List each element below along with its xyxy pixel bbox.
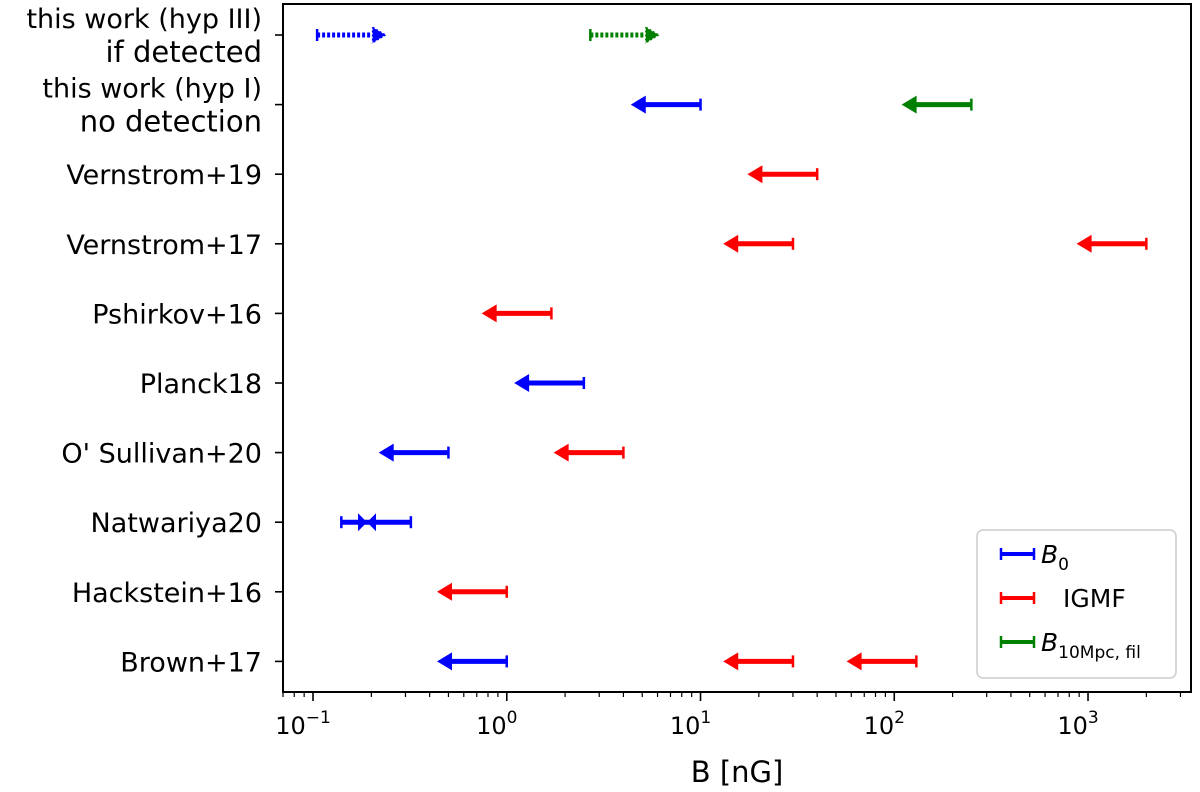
- legend-label: B10Mpc, fil: [1041, 628, 1141, 663]
- legend-item: B0: [999, 540, 1069, 575]
- lower-limit-arrowhead: [371, 24, 389, 46]
- legend-label: IGMF: [1063, 584, 1126, 613]
- errorbar-mark: [846, 652, 918, 671]
- y-category-sublabel: no detection: [80, 105, 262, 139]
- errorbar-mark: [589, 24, 662, 46]
- errorbar-mark: [378, 443, 450, 462]
- errorbar-mark: [437, 652, 509, 671]
- errorbar-mark: [901, 95, 973, 114]
- errorbar-mark: [481, 304, 553, 323]
- y-category-label: Planck18: [140, 369, 262, 400]
- errorbar-mark: [747, 165, 819, 184]
- upper-limit-arrowhead: [1076, 234, 1092, 253]
- errorbar-mark: [630, 95, 702, 114]
- x-tick-label: 102: [864, 708, 905, 740]
- errorbar-mark: [723, 234, 795, 253]
- errorbar-mark: [340, 513, 413, 532]
- y-category-label: O' Sullivan+20: [61, 439, 262, 470]
- errorbar-mark: [315, 24, 389, 46]
- errorbar-mark: [553, 443, 625, 462]
- upper-limit-arrowhead: [747, 165, 763, 184]
- errorbar-mark: [437, 582, 509, 601]
- x-tick-label: 10−1: [275, 708, 331, 740]
- y-category-label: Hackstein+16: [72, 578, 262, 609]
- y-category-label: Pshirkov+16: [92, 299, 262, 330]
- errorbar-mark: [1076, 234, 1148, 253]
- lower-limit-arrowhead: [644, 24, 662, 46]
- legend-item: B10Mpc, fil: [999, 628, 1141, 663]
- x-tick-label: 100: [476, 708, 517, 740]
- upper-limit-arrowhead: [630, 95, 646, 114]
- upper-limit-arrowhead: [846, 652, 862, 671]
- upper-limit-arrowhead: [514, 374, 530, 392]
- legend-label: B0: [1041, 540, 1069, 575]
- y-category-label: this work (hyp III): [26, 4, 262, 35]
- x-axis-title: B [nG]: [691, 755, 784, 789]
- x-tick-label: 101: [670, 708, 711, 740]
- y-category-label: Vernstrom+19: [66, 160, 262, 191]
- x-tick-label: 103: [1057, 708, 1098, 740]
- errorbar-mark: [723, 652, 795, 671]
- upper-limit-arrowhead: [723, 234, 739, 253]
- legend-item: IGMF: [999, 584, 1126, 613]
- y-category-label: this work (hyp I): [42, 74, 262, 105]
- errorbar-mark: [514, 374, 586, 392]
- upper-limit-arrowhead: [481, 304, 497, 323]
- y-category-label: Brown+17: [120, 647, 262, 678]
- upper-limit-arrowhead: [723, 652, 739, 671]
- plot-frame: [282, 3, 1192, 693]
- upper-limit-arrowhead: [437, 582, 453, 601]
- upper-limit-arrowhead: [378, 443, 394, 462]
- upper-limit-arrowhead: [553, 443, 569, 462]
- y-category-sublabel: if detected: [105, 35, 262, 69]
- upper-limit-arrowhead: [437, 652, 453, 671]
- upper-limit-arrowhead: [901, 95, 917, 114]
- y-category-label: Natwariya20: [91, 508, 262, 539]
- y-category-label: Vernstrom+17: [66, 230, 262, 261]
- range-marker: [358, 513, 377, 532]
